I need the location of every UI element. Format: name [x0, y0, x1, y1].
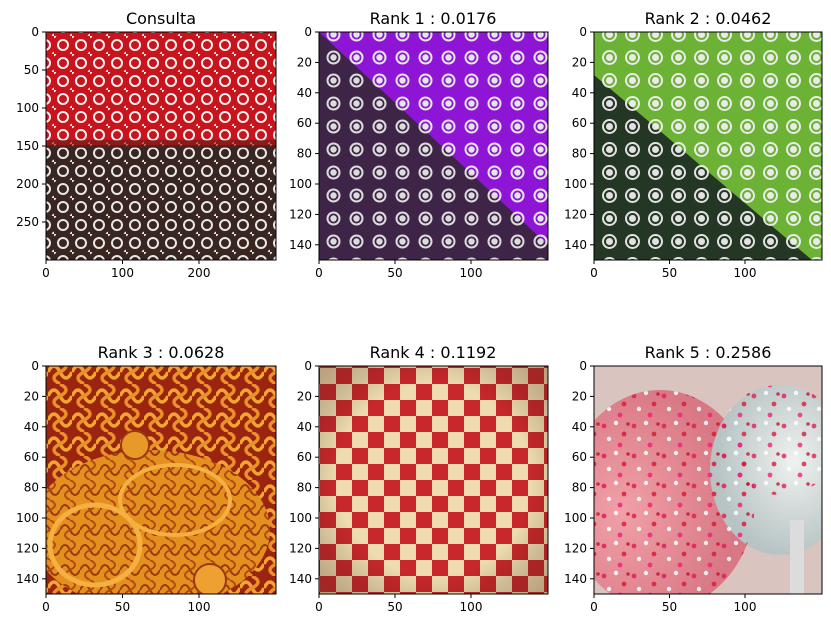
x-tick-label: 0 — [42, 266, 50, 280]
y-tick-label: 20 — [24, 389, 39, 403]
x-tick-label: 50 — [387, 600, 402, 614]
y-tick-label: 0 — [304, 359, 312, 373]
rank-4-image — [319, 366, 548, 594]
y-tick-label: 140 — [289, 572, 312, 586]
panel-rank-2: Rank 2 : 0.0462 — [593, 9, 823, 261]
axes-frame — [593, 31, 823, 261]
x-tick-label: 200 — [188, 266, 211, 280]
axes-frame — [593, 365, 823, 595]
y-tick-label: 60 — [572, 450, 587, 464]
y-tick-label: 20 — [572, 389, 587, 403]
y-tick-label: 120 — [564, 541, 587, 555]
y-tick-label: 140 — [564, 572, 587, 586]
x-tick-label: 0 — [42, 600, 50, 614]
x-tick-label: 100 — [734, 266, 757, 280]
rank-2-image — [594, 32, 822, 260]
y-tick-label: 120 — [564, 207, 587, 221]
y-tick-label: 100 — [289, 511, 312, 525]
axes-frame — [318, 31, 549, 261]
panel-title: Consulta — [126, 9, 196, 28]
y-tick-label: 140 — [16, 572, 39, 586]
y-tick-label: 0 — [579, 359, 587, 373]
x-tick-label: 100 — [111, 266, 134, 280]
y-tick-label: 0 — [304, 25, 312, 39]
y-tick-label: 60 — [24, 450, 39, 464]
y-tick-label: 250 — [16, 215, 39, 229]
y-tick-label: 60 — [297, 116, 312, 130]
y-tick-label: 120 — [16, 541, 39, 555]
x-tick-label: 50 — [115, 600, 130, 614]
y-tick-label: 40 — [297, 420, 312, 434]
x-tick-label: 100 — [460, 266, 483, 280]
y-tick-label: 140 — [564, 238, 587, 252]
y-tick-label: 140 — [289, 238, 312, 252]
y-tick-label: 20 — [297, 55, 312, 69]
panel-title: Rank 3 : 0.0628 — [98, 343, 225, 362]
y-tick-label: 120 — [289, 541, 312, 555]
x-tick-label: 100 — [734, 600, 757, 614]
x-tick-label: 100 — [188, 600, 211, 614]
panel-title: Rank 2 : 0.0462 — [645, 9, 772, 28]
y-tick-label: 120 — [289, 207, 312, 221]
y-tick-label: 60 — [572, 116, 587, 130]
panel-consulta: Consulta — [45, 9, 277, 261]
y-tick-label: 20 — [572, 55, 587, 69]
axes-frame — [45, 365, 277, 595]
rank-1-image — [319, 32, 548, 260]
y-tick-label: 0 — [579, 25, 587, 39]
x-tick-label: 0 — [590, 266, 598, 280]
y-tick-label: 40 — [24, 420, 39, 434]
query-image — [46, 32, 276, 260]
panel-rank-5: Rank 5 : 0.2586 — [593, 343, 823, 595]
y-tick-label: 200 — [16, 177, 39, 191]
x-tick-label: 50 — [387, 266, 402, 280]
y-tick-label: 40 — [572, 420, 587, 434]
x-tick-label: 0 — [590, 600, 598, 614]
y-tick-label: 80 — [297, 481, 312, 495]
panel-rank-1: Rank 1 : 0.0176 — [318, 9, 549, 261]
panel-title: Rank 1 : 0.0176 — [370, 9, 497, 28]
panel-rank-3: Rank 3 : 0.0628 — [45, 343, 277, 595]
y-tick-label: 100 — [289, 177, 312, 191]
y-tick-label: 40 — [572, 86, 587, 100]
y-tick-label: 150 — [16, 139, 39, 153]
rank-3-image — [46, 366, 276, 594]
y-tick-label: 100 — [16, 511, 39, 525]
x-tick-label: 0 — [315, 600, 323, 614]
y-tick-label: 80 — [24, 481, 39, 495]
x-tick-label: 0 — [315, 266, 323, 280]
panel-rank-4: Rank 4 : 0.1192 — [318, 343, 549, 595]
y-tick-label: 100 — [16, 101, 39, 115]
panel-title: Rank 5 : 0.2586 — [645, 343, 772, 362]
panel-title: Rank 4 : 0.1192 — [370, 343, 497, 362]
x-tick-label: 100 — [460, 600, 483, 614]
y-tick-label: 100 — [564, 177, 587, 191]
rank-5-image — [594, 366, 822, 594]
y-tick-label: 100 — [564, 511, 587, 525]
x-tick-label: 50 — [662, 266, 677, 280]
y-tick-label: 50 — [24, 63, 39, 77]
y-tick-label: 80 — [572, 481, 587, 495]
y-tick-label: 40 — [297, 86, 312, 100]
y-tick-label: 0 — [31, 25, 39, 39]
x-tick-label: 50 — [662, 600, 677, 614]
y-tick-label: 0 — [31, 359, 39, 373]
y-tick-label: 80 — [297, 147, 312, 161]
y-tick-label: 60 — [297, 450, 312, 464]
y-tick-label: 80 — [572, 147, 587, 161]
axes-frame — [318, 365, 549, 595]
y-tick-label: 20 — [297, 389, 312, 403]
